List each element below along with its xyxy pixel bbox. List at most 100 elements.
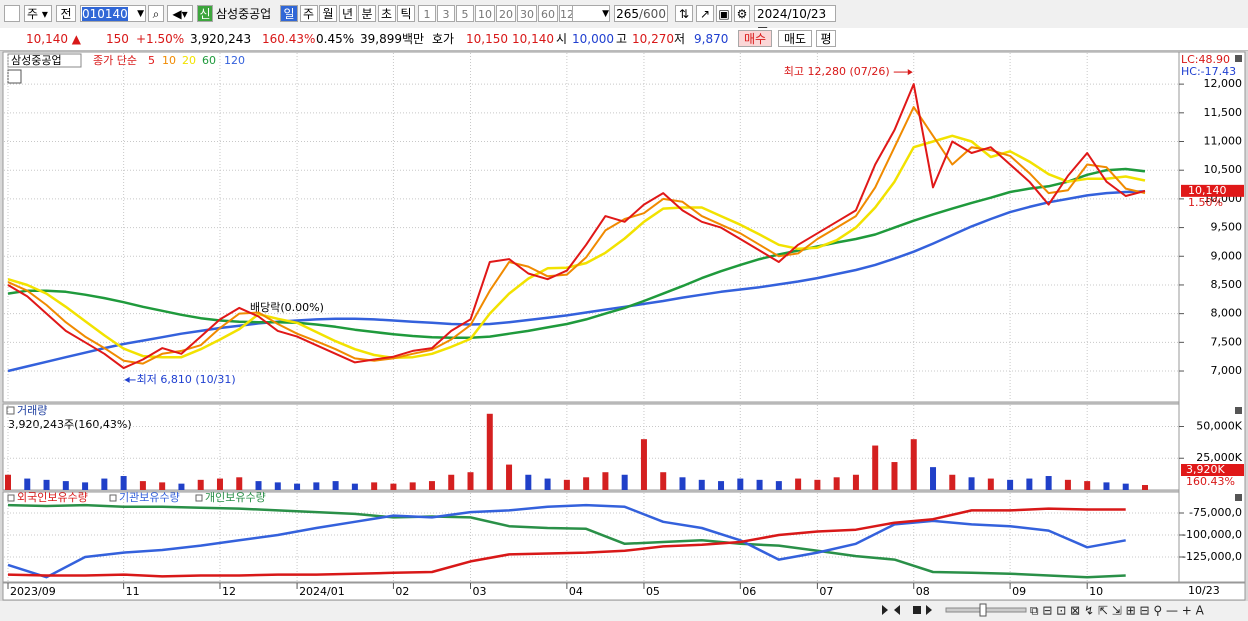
period-button[interactable]: 일 [280,5,298,22]
sound-icon[interactable]: ◀▾ [167,5,193,22]
current-change-label: 1.50% [1188,196,1223,209]
volume-bar [814,479,821,490]
volume-bar [1045,476,1052,490]
volume-bar [833,477,840,490]
x-tick-label: 10 [1089,585,1103,598]
volume: 3,920,243 [190,32,252,46]
period-button[interactable]: 월 [319,5,337,22]
close-icon[interactable] [1235,494,1242,501]
legend-box [7,53,82,68]
current-volume-box [1181,464,1244,476]
interval-button[interactable]: 30 [517,5,537,22]
interval-button[interactable]: 60 [538,5,558,22]
count: 265 [616,7,639,21]
volume-bar [1026,478,1033,490]
annotation-text: 최저 6,810 (10/31) [137,373,236,386]
close-icon[interactable] [1235,407,1242,414]
interval-button[interactable]: 20 [496,5,516,22]
volume-bar [949,474,956,490]
y-tick-label: 9,000 [1211,249,1243,262]
volume-bar [602,472,609,490]
legend-icon [109,494,117,502]
x-tick-label: 04 [569,585,583,598]
x-tick-label: 08 [916,585,930,598]
bottom-toolbar [0,601,1248,621]
close-icon[interactable] [1235,55,1242,62]
scroll-controls[interactable]: ⧉ ⊟ ⊡ ⊠ ↯ ⇱ ⇲ ⊞ ⊟ ⚲ — + A [882,603,1205,618]
volume-bar [660,472,667,490]
settings-icon[interactable]: ⚙ [734,5,750,22]
stock-name: 삼성중공업 [216,7,272,21]
volume-bar [525,474,532,490]
legend-icon [7,494,15,502]
avg-button[interactable]: 평 [816,30,836,47]
date-box[interactable]: 2024/10/23 ▦ [754,5,836,38]
tool-icon[interactable]: ⇅ [675,5,693,22]
volume-bar [506,464,513,490]
period-button[interactable]: 주 [299,5,318,22]
tool-icon[interactable]: ↗ [696,5,714,22]
volume-bar [409,482,416,490]
x-tick-label: 09 [1012,585,1026,598]
menu-icon[interactable] [4,5,20,22]
series-line [7,83,1146,370]
legend-entry: 10 [162,54,176,67]
y-tick-label: -75,000,0 [1189,506,1242,519]
legend-icon [195,494,203,502]
prev-button[interactable]: 전 [56,5,76,22]
y-tick-label: 9,500 [1211,221,1243,234]
legend-entry: 60 [202,54,216,67]
volume-bar [255,481,262,490]
search-icon[interactable]: ⌕ [148,5,164,22]
legend-entry: 120 [224,54,245,67]
sell-button[interactable]: 매도 [778,30,812,47]
code-input[interactable]: 010140 ▼ [80,5,146,22]
market: 주 [27,7,39,21]
save-icon[interactable]: ▣ [716,5,732,22]
volume-bar [563,479,570,490]
y-tick-label: 11,500 [1204,106,1243,119]
volume-bar [987,478,994,490]
new-badge[interactable]: 신 [197,5,213,22]
period-button[interactable]: 초 [377,5,396,22]
series-line [7,167,1146,339]
series-line [7,507,1126,578]
volume-bar [795,478,802,490]
market-select[interactable]: 주 ▾ [24,5,52,22]
quote-bar: 10,140 ▲ 150 +1.50% 3,920,243 160.43% 0.… [0,28,1248,51]
code: 010140 [82,7,128,21]
x-tick-label: 2024/01 [299,585,345,598]
price-panel [2,51,1180,403]
y-tick-label: 7,500 [1211,335,1243,348]
interval-button[interactable]: 1 [418,5,436,22]
count-box[interactable]: 265/600 [614,5,668,22]
volume-bar [294,483,301,490]
change: 150 [106,32,129,46]
interval-button[interactable]: 5 [456,5,474,22]
current-volume-label: 3,920K [1186,463,1225,476]
current-price-label: 10,140 [1188,184,1227,197]
period-button[interactable]: 년 [338,5,357,22]
volume-bar [313,482,320,490]
price-legend-title: 종가 단순 [93,54,137,67]
volume-bar [486,413,493,490]
y-tick-label: 25,000K [1196,451,1242,464]
volume-bar [43,479,50,490]
legend-entry: 개인보유수량 [205,491,266,504]
volume-bar [737,478,744,490]
interval-button[interactable]: 3 [437,5,455,22]
volume-bar [1007,479,1014,490]
empty-select[interactable]: ▼ [572,5,610,22]
volume-bar [120,476,127,490]
period-button[interactable]: 틱 [397,5,415,22]
y-tick-label: 8,500 [1211,278,1243,291]
volume-bar [24,478,31,490]
volume-bar [1064,479,1071,490]
buy-button[interactable]: 매수 [738,30,772,47]
interval-button[interactable]: 10 [475,5,495,22]
volume-subtitle: 3,920,243주(160,43%) [8,418,132,431]
grid-icon[interactable] [7,69,22,84]
hc-label: HC:-17.43 [1181,65,1236,78]
ask-label: 호가 [432,32,455,46]
period-button[interactable]: 분 [358,5,376,22]
